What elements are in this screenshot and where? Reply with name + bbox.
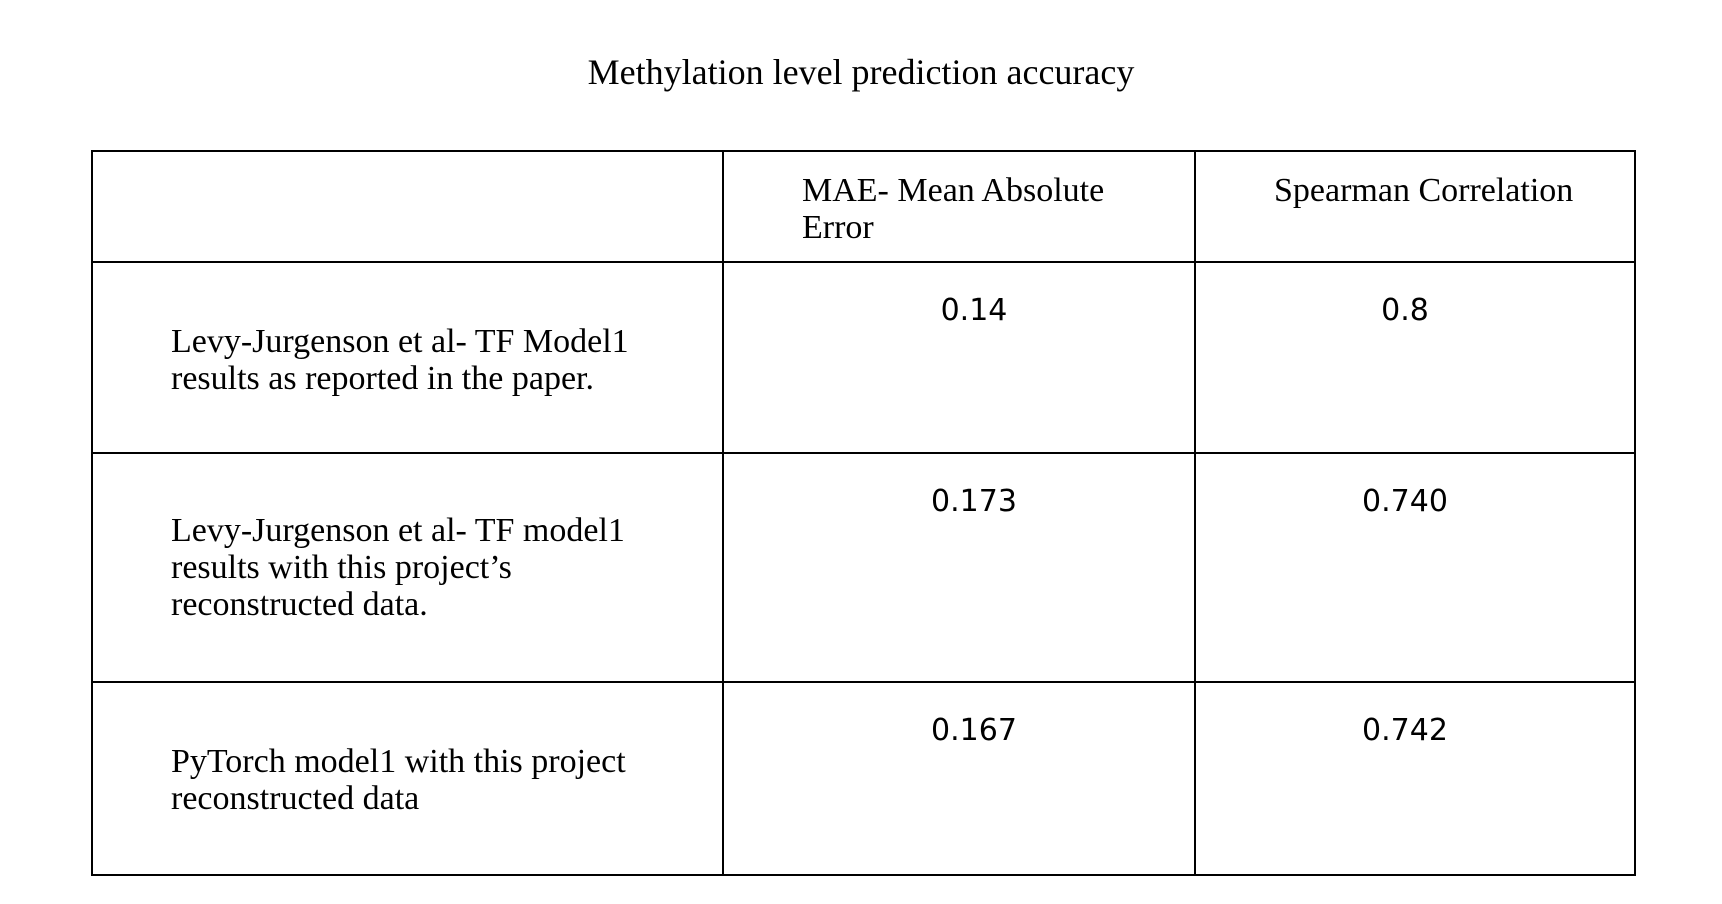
mae-cell: 0.167 [722,681,1196,876]
header-mae: MAE- Mean Absolute Error [802,172,1105,246]
spearman-value: 0.742 [1362,713,1448,748]
spearman-value: 0.740 [1362,484,1448,519]
results-table: MAE- Mean Absolute Error Spearman Correl… [91,150,1636,876]
row-label-cell: Levy-Jurgenson et al- TF model1 results … [91,452,724,683]
table-row: PyTorch model1 with this project reconst… [91,681,1636,876]
mae-value: 0.167 [931,713,1017,748]
row-label: Levy-Jurgenson et al- TF Model1 results … [171,323,629,397]
table-row: Levy-Jurgenson et al- TF Model1 results … [91,261,1636,454]
row-label-cell: PyTorch model1 with this project reconst… [91,681,724,876]
table-row: Levy-Jurgenson et al- TF model1 results … [91,452,1636,683]
mae-cell: 0.14 [722,261,1196,454]
mae-value: 0.14 [940,293,1008,328]
mae-cell: 0.173 [722,452,1196,683]
row-label: Levy-Jurgenson et al- TF model1 results … [171,512,625,623]
table-header-row: MAE- Mean Absolute Error Spearman Correl… [91,150,1636,263]
spearman-value: 0.8 [1381,293,1429,328]
header-cell-empty [91,150,724,263]
header-cell-mae: MAE- Mean Absolute Error [722,150,1196,263]
row-label: PyTorch model1 with this project reconst… [171,743,626,817]
spearman-cell: 0.740 [1194,452,1636,683]
spearman-cell: 0.742 [1194,681,1636,876]
header-spearman: Spearman Correlation [1274,172,1574,209]
header-cell-spearman: Spearman Correlation [1194,150,1636,263]
table-title: Methylation level prediction accuracy [587,52,1135,92]
row-label-cell: Levy-Jurgenson et al- TF Model1 results … [91,261,724,454]
mae-value: 0.173 [931,484,1017,519]
spearman-cell: 0.8 [1194,261,1636,454]
